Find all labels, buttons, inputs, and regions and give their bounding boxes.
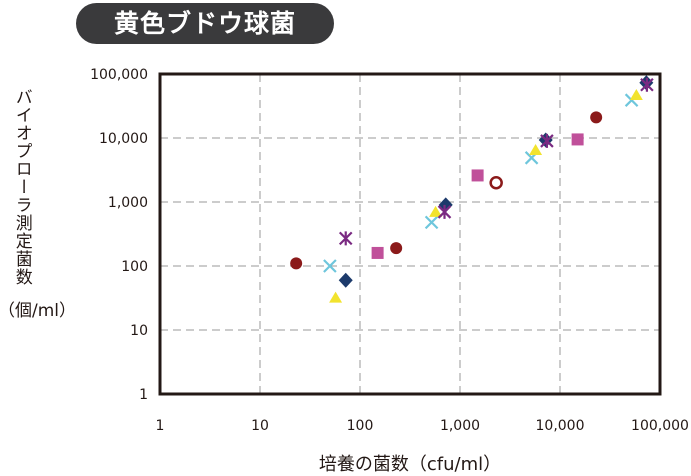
data-point-triangle — [429, 205, 443, 217]
data-point-circle — [290, 257, 303, 270]
data-point-asterisk — [437, 204, 452, 219]
x-tick-label: 1 — [156, 418, 165, 434]
y-tick-labels: 1 10 100 1,000 10,000 100,000 — [90, 67, 148, 403]
y-axis-unit: （個/ml） — [0, 300, 77, 321]
y-tick-label: 10,000 — [99, 131, 148, 147]
data-point-square — [571, 133, 584, 146]
grid-lines — [160, 74, 660, 394]
data-point-asterisk — [540, 133, 554, 148]
x-tick-label: 10,000 — [536, 418, 585, 434]
data-points — [290, 75, 654, 303]
x-axis-label: 培養の菌数（cfu/ml） — [318, 454, 502, 475]
x-tick-label: 10 — [251, 418, 269, 434]
data-point-circle — [590, 111, 603, 124]
y-axis-label-text: バイオプローラ測定菌数 — [11, 88, 32, 286]
x-tick-label: 100,000 — [631, 418, 689, 434]
data-point-x — [323, 259, 337, 273]
data-point-square — [371, 246, 384, 259]
y-tick-label: 1,000 — [108, 195, 148, 211]
data-point-circle-open — [489, 175, 503, 190]
data-point-triangle — [329, 291, 343, 303]
title-badge: 黄色ブドウ球菌 — [76, 3, 334, 44]
data-point-asterisk — [640, 77, 654, 92]
data-point-triangle — [529, 143, 543, 155]
data-point-square — [471, 169, 484, 182]
y-tick-label: 100,000 — [90, 67, 148, 83]
x-tick-labels: 1 10 100 1,000 10,000 100,000 — [156, 418, 689, 434]
chart-title: 黄色ブドウ球菌 — [113, 9, 296, 38]
x-tick-label: 100 — [347, 418, 374, 434]
data-point-circle — [390, 242, 403, 255]
y-tick-label: 1 — [139, 387, 148, 403]
data-point-x — [424, 215, 439, 230]
data-point-triangle — [629, 88, 643, 100]
data-point-diamond — [338, 272, 353, 288]
plot-frame — [158, 72, 662, 396]
y-tick-label: 100 — [121, 259, 148, 275]
x-tick-label: 1,000 — [440, 418, 480, 434]
y-axis-label: バイオプローラ測定菌数 （個/ml） — [0, 88, 77, 321]
y-tick-label: 10 — [130, 323, 148, 339]
data-point-asterisk — [338, 231, 353, 246]
